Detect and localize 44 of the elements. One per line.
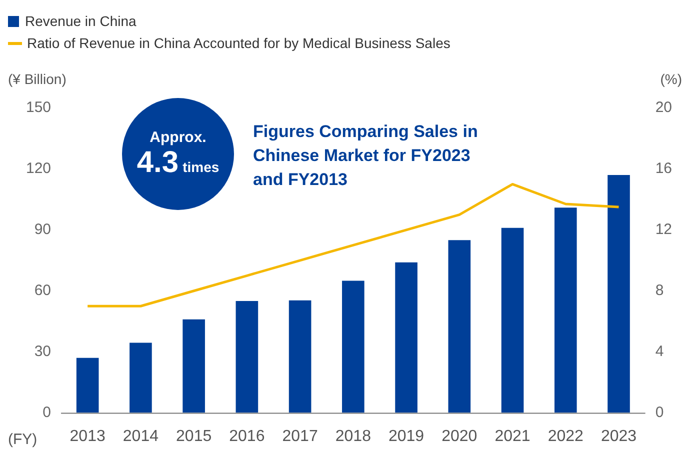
x-tick-label: 2020: [442, 428, 478, 445]
bar: [395, 262, 418, 413]
y2-tick-label: 12: [655, 221, 672, 238]
x-tick-label: 2023: [600, 428, 637, 445]
y-tick-label: 0: [42, 404, 52, 421]
x-axis-title: (FY): [8, 431, 38, 448]
x-tick-label: 2021: [494, 428, 530, 445]
x-tick-label: 2014: [122, 428, 159, 445]
y2-axis-title: (%): [660, 70, 682, 87]
y-tick-label: 30: [34, 342, 52, 360]
y-tick-label: 120: [26, 160, 52, 178]
x-tick-label: 2019: [388, 428, 424, 445]
bar: [554, 208, 577, 413]
y2-tick-label: 4: [655, 342, 664, 360]
y-axis-title: (¥ Billion): [8, 70, 66, 87]
bar: [236, 301, 258, 413]
y2-tick-label: 16: [655, 160, 672, 178]
annotation: Approx.: [150, 128, 206, 146]
bar: [130, 342, 152, 413]
bar: [288, 300, 312, 413]
y2-tick-label: 20: [655, 99, 672, 116]
x-tick-label: 2017: [282, 428, 318, 445]
x-tick-label: 2022: [548, 428, 584, 445]
bar: [608, 175, 630, 413]
bar: [342, 280, 364, 413]
bar: [501, 228, 524, 413]
y2-tick-label: 8: [655, 282, 664, 300]
bar: [182, 319, 205, 413]
annotation: 4.3: [136, 146, 179, 180]
legend-label: Revenue in China: [25, 12, 136, 31]
bar: [76, 358, 99, 413]
x-tick-label: 2016: [229, 428, 265, 445]
y-tick-label: 150: [26, 99, 52, 116]
circle-badge: Approx. 4.3 times: [122, 98, 234, 210]
annotation: Figures Comparing Sales in Chinese Market for FY2023 and FY2013: [253, 121, 478, 191]
x-tick-label: 2015: [176, 428, 212, 445]
y2-tick-label: 0: [655, 404, 664, 421]
y-tick-label: 90: [34, 221, 52, 238]
x-tick-label: 2013: [70, 428, 106, 445]
y-tick-label: 60: [34, 282, 52, 300]
x-tick-label: 2018: [335, 428, 372, 445]
annotation: times: [182, 158, 220, 174]
legend-label: Ratio of Revenue in China Accounted for by Medical Business Sales: [27, 34, 450, 53]
bar: [448, 240, 471, 413]
